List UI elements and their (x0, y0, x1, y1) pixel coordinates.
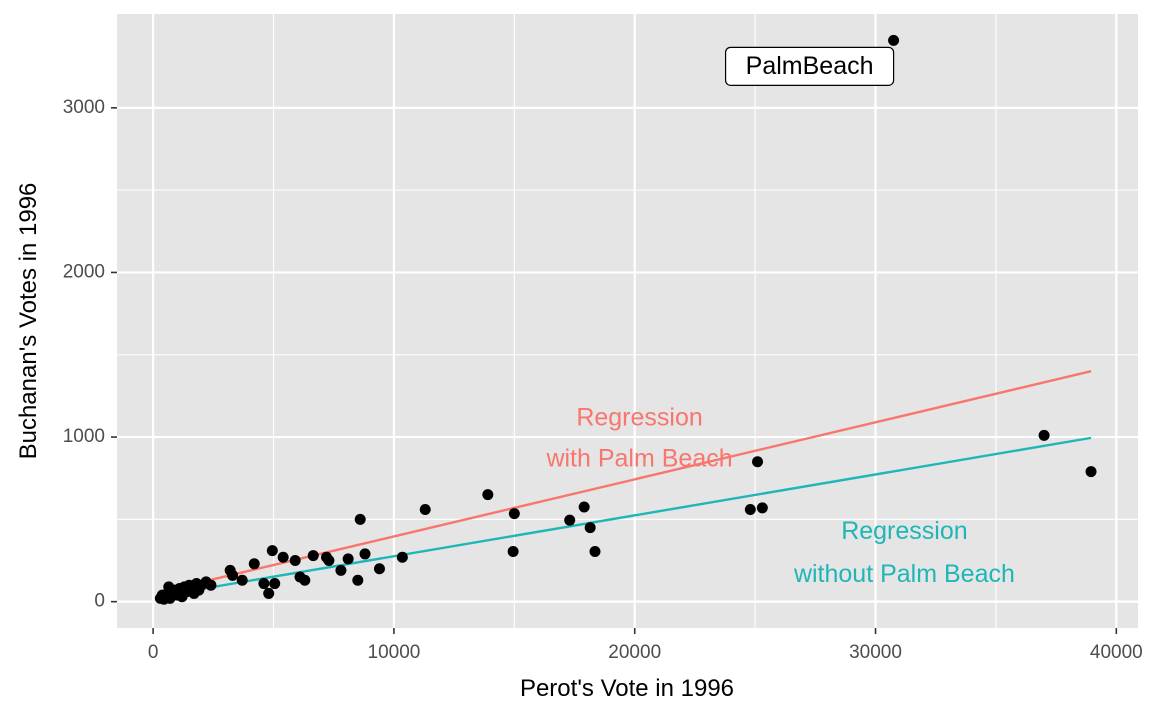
y-tick-label: 0 (94, 591, 105, 612)
data-point (323, 555, 335, 567)
data-point (342, 553, 354, 565)
data-point (307, 550, 319, 562)
annotation-text: Regression (576, 404, 702, 432)
annotation-text: Regression (841, 517, 967, 545)
minor-gridlines (117, 14, 1138, 628)
x-tick-label: 10000 (368, 642, 421, 663)
data-point (335, 564, 347, 576)
data-point (507, 545, 519, 557)
data-point (744, 503, 756, 515)
data-point (227, 569, 239, 581)
x-axis-ticks: 0 10000 20000 30000 40000 (148, 628, 1143, 663)
x-tick-label: 20000 (608, 642, 661, 663)
data-points (154, 34, 1097, 605)
plot-panel (117, 14, 1138, 628)
y-tick-label: 2000 (63, 261, 105, 282)
data-point (578, 501, 590, 513)
data-point (419, 503, 431, 515)
point-label-text: PalmBeach (746, 52, 874, 80)
data-point (205, 579, 217, 591)
data-point (1038, 429, 1050, 441)
regression-line (160, 436, 1092, 598)
data-point (236, 574, 248, 586)
y-axis-ticks: 0 1000 2000 3000 (63, 97, 117, 612)
point-label-box (724, 46, 895, 86)
annotations: Regression with Palm Beach Regression witho… (545, 404, 1014, 588)
data-point (269, 578, 281, 590)
data-point (352, 574, 364, 586)
y-tick-label: 3000 (63, 97, 105, 118)
data-point (354, 513, 366, 525)
annotation-text: without Palm Beach (793, 560, 1015, 588)
data-point (263, 587, 275, 599)
data-point (756, 502, 768, 514)
data-point (266, 545, 278, 557)
data-point (888, 34, 900, 46)
data-point (752, 456, 764, 468)
annotation-text: with Palm Beach (545, 445, 732, 473)
data-point (589, 545, 601, 557)
x-axis-title: Perot's Vote in 1996 (520, 675, 734, 702)
y-tick-label: 1000 (63, 426, 105, 447)
data-point (508, 508, 520, 520)
data-point (564, 514, 576, 526)
palm-beach-label: PalmBeach (724, 46, 895, 86)
major-gridlines (117, 14, 1138, 628)
x-tick-label: 0 (148, 642, 159, 663)
data-point (1085, 466, 1097, 478)
data-point (396, 551, 408, 563)
data-point (277, 551, 289, 563)
data-point (289, 555, 301, 567)
data-point (373, 563, 385, 575)
data-point (248, 558, 260, 570)
data-point (482, 489, 494, 501)
x-tick-label: 30000 (849, 642, 902, 663)
data-point (584, 522, 596, 534)
x-tick-label: 40000 (1090, 642, 1143, 663)
data-point (299, 574, 311, 586)
y-axis-title: Buchanan's Votes in 1996 (15, 183, 42, 460)
data-point (258, 578, 270, 590)
data-point (359, 548, 371, 560)
